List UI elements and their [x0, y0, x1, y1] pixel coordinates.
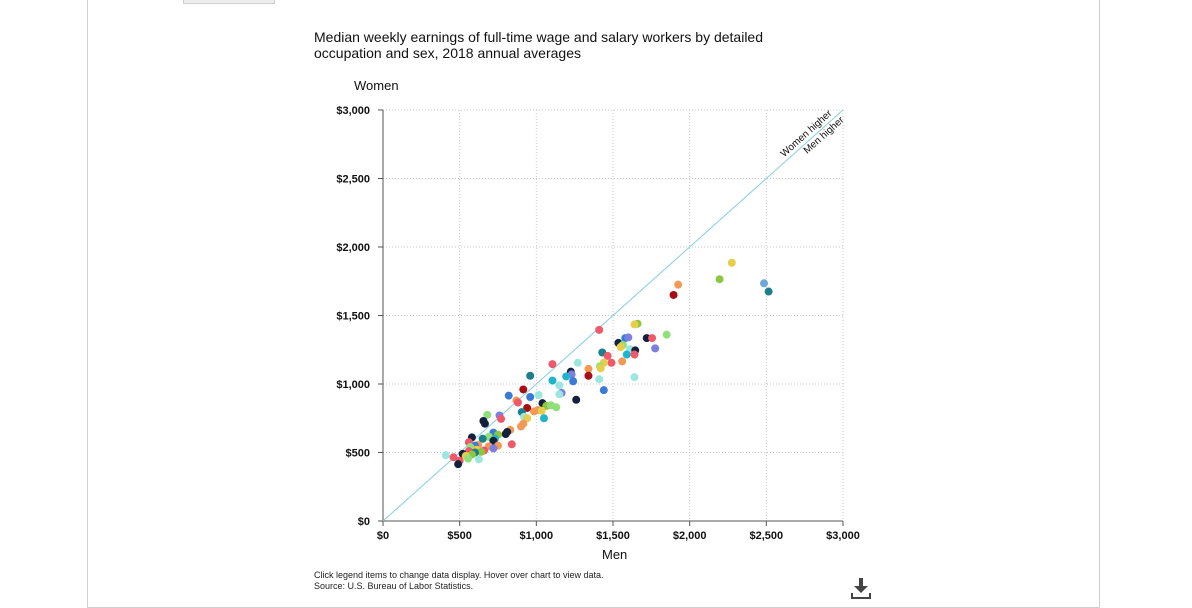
data-point[interactable]: [562, 372, 571, 381]
y-axis-title: Women: [354, 78, 399, 93]
y-tick-label: $500: [346, 448, 370, 460]
data-point[interactable]: [474, 455, 483, 464]
data-point[interactable]: [595, 325, 604, 334]
data-point[interactable]: [517, 422, 525, 431]
data-point[interactable]: [569, 377, 578, 386]
data-point[interactable]: [552, 403, 561, 412]
data-point[interactable]: [449, 453, 458, 462]
data-point[interactable]: [630, 350, 639, 359]
data-point[interactable]: [596, 364, 605, 373]
footnotes: Click legend items to change data displa…: [314, 570, 603, 592]
data-point[interactable]: [483, 410, 492, 419]
download-icon[interactable]: [849, 576, 873, 600]
data-point[interactable]: [548, 376, 557, 385]
data-point[interactable]: [595, 375, 604, 384]
data-point[interactable]: [526, 371, 535, 380]
data-point[interactable]: [489, 444, 498, 453]
data-point[interactable]: [540, 414, 548, 423]
data-point[interactable]: [573, 358, 582, 367]
x-axis-title: Men: [602, 547, 628, 562]
data-point[interactable]: [504, 391, 513, 400]
data-point[interactable]: [526, 393, 535, 402]
footnote-source: Source: U.S. Bureau of Labor Statistics.: [314, 581, 474, 591]
data-point[interactable]: [519, 385, 528, 394]
data-point[interactable]: [674, 280, 683, 289]
data-point[interactable]: [648, 334, 657, 343]
x-tick-label: $2,000: [673, 530, 707, 542]
x-tick-label: $1,000: [520, 530, 554, 542]
data-point[interactable]: [441, 451, 450, 460]
data-points: [441, 258, 773, 469]
data-point[interactable]: [477, 447, 486, 456]
chart-panel: [87, 0, 1100, 608]
data-point[interactable]: [616, 343, 625, 352]
data-point[interactable]: [669, 290, 678, 299]
data-point[interactable]: [607, 358, 616, 367]
y-tick-label: $2,500: [336, 174, 370, 186]
axes: [378, 109, 844, 526]
x-tick-label: $2,500: [750, 530, 784, 542]
data-point[interactable]: [464, 454, 473, 463]
y-tick-label: $2,000: [336, 242, 370, 254]
data-point[interactable]: [715, 275, 724, 284]
data-point[interactable]: [480, 419, 489, 428]
data-point[interactable]: [651, 344, 660, 353]
data-point[interactable]: [622, 350, 631, 359]
x-tick-label: $3,000: [826, 530, 860, 542]
data-point[interactable]: [630, 320, 639, 329]
data-point[interactable]: [501, 430, 510, 439]
data-point[interactable]: [478, 434, 487, 443]
footnote-instructions: Click legend items to change data displa…: [314, 570, 604, 580]
data-point[interactable]: [513, 398, 522, 407]
data-point[interactable]: [572, 395, 581, 404]
y-tick-label: $3,000: [336, 105, 370, 117]
panel-tab[interactable]: [183, 0, 275, 4]
chart-title: Median weekly earnings of full-time wage…: [314, 29, 763, 61]
data-point[interactable]: [530, 407, 539, 416]
data-point[interactable]: [760, 279, 769, 288]
data-point[interactable]: [454, 460, 463, 469]
data-point[interactable]: [555, 381, 564, 390]
data-point[interactable]: [497, 414, 506, 423]
data-point[interactable]: [618, 357, 627, 366]
y-tick-label: $0: [358, 516, 370, 528]
data-point[interactable]: [624, 333, 633, 342]
tick-labels: $0 $0 $500 $500 $1,000 $1,000 $1,500 $1,500 $2,0…: [336, 105, 859, 542]
data-point[interactable]: [507, 440, 516, 449]
y-tick-label: $1,000: [336, 379, 370, 391]
data-point[interactable]: [764, 287, 773, 296]
data-point[interactable]: [584, 364, 593, 373]
data-point[interactable]: [555, 390, 564, 399]
data-point[interactable]: [599, 386, 608, 395]
data-point[interactable]: [537, 406, 546, 415]
data-point[interactable]: [662, 330, 671, 339]
data-point[interactable]: [630, 373, 639, 382]
data-point[interactable]: [584, 371, 593, 380]
x-tick-label: $1,500: [596, 530, 630, 542]
y-tick-label: $1,500: [336, 311, 370, 323]
data-point[interactable]: [534, 390, 543, 399]
data-point[interactable]: [727, 258, 736, 267]
x-tick-label: $0: [377, 530, 389, 542]
data-point[interactable]: [603, 351, 612, 360]
x-tick-label: $500: [447, 530, 471, 542]
data-point[interactable]: [548, 360, 557, 369]
